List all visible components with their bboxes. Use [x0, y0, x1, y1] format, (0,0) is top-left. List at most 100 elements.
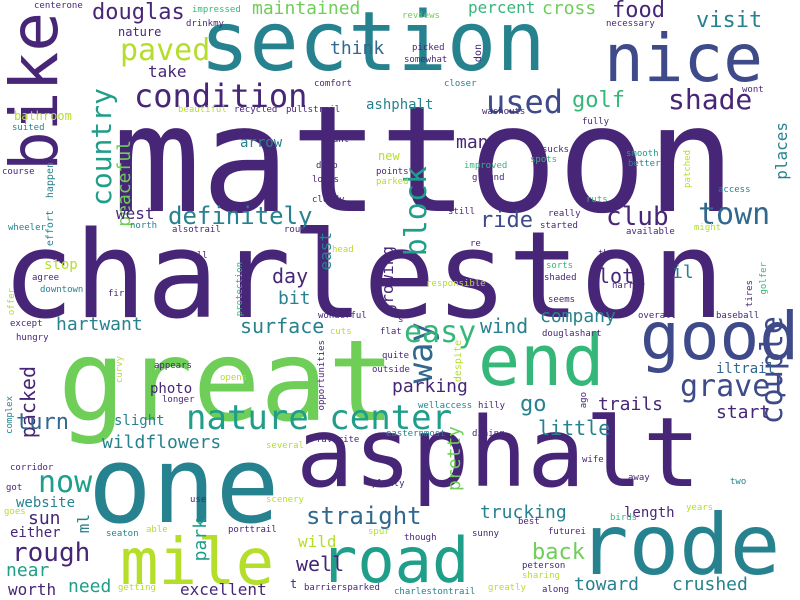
word: beautiful	[178, 105, 227, 115]
word: away	[628, 473, 650, 483]
word: ago	[579, 392, 589, 409]
word: stop	[44, 257, 78, 273]
word: along	[542, 585, 570, 595]
word: town	[698, 197, 771, 232]
word: company	[540, 306, 616, 327]
word: condition	[134, 77, 308, 115]
word: ruts	[586, 195, 608, 205]
word: deep	[316, 161, 338, 171]
word: happen	[45, 162, 56, 199]
word: picked	[412, 43, 445, 53]
word: suited	[12, 123, 45, 133]
word: re	[470, 239, 481, 249]
word: head	[332, 245, 354, 255]
word: take	[148, 62, 187, 81]
word: seems	[548, 295, 576, 305]
word: necessary	[606, 19, 655, 29]
word: crushed	[672, 574, 748, 595]
word: alsotrail	[172, 225, 221, 235]
word: seaton	[106, 529, 139, 539]
word: little	[538, 416, 611, 440]
word: dining	[472, 429, 505, 439]
word: though	[404, 533, 437, 543]
word: complex	[5, 396, 15, 434]
word: website	[16, 495, 76, 511]
word: protection	[235, 262, 245, 317]
word: easy	[404, 315, 477, 350]
word: arrow	[240, 135, 283, 151]
word: il	[672, 262, 694, 283]
word: scenery	[266, 495, 304, 505]
word: downtown	[40, 285, 84, 295]
word: asphalt	[296, 397, 701, 509]
word: except	[10, 319, 43, 329]
word: improved	[464, 161, 508, 171]
word: plenty	[372, 479, 405, 489]
word: photo	[150, 381, 193, 397]
word: patched	[683, 150, 693, 188]
word: several	[266, 441, 304, 451]
word: smooth	[626, 149, 659, 159]
word: hartwant	[56, 314, 143, 335]
word: best	[518, 517, 540, 527]
word: surface	[240, 314, 325, 338]
word: might	[694, 223, 722, 233]
word: reviews	[402, 11, 440, 21]
word: charlestontrail	[394, 587, 476, 597]
word: gravel	[680, 369, 789, 404]
word: tires	[745, 280, 755, 308]
word: sucks	[542, 145, 570, 155]
word: responsible	[426, 279, 486, 289]
word: visit	[696, 8, 763, 33]
word: percent	[468, 0, 536, 17]
word: pullstrail	[286, 105, 341, 115]
word: flat	[380, 327, 402, 337]
word: definitely	[168, 202, 313, 230]
word: able	[146, 525, 168, 535]
word: s	[398, 315, 404, 325]
word: back	[532, 540, 585, 565]
word: west	[116, 204, 155, 223]
word: agree	[32, 273, 60, 283]
word: golfer	[759, 262, 769, 295]
word: places	[772, 122, 791, 180]
word: favorite	[316, 435, 360, 445]
word: longer	[162, 395, 195, 405]
word: ground	[472, 173, 505, 183]
word: course	[2, 167, 35, 177]
word: curvy	[115, 356, 125, 384]
word: toward	[574, 574, 640, 595]
word: douglas	[92, 0, 185, 25]
word: years	[686, 503, 714, 513]
word: section	[200, 0, 546, 90]
word: straight	[306, 502, 422, 530]
word: opportunities	[317, 340, 327, 411]
word: length	[624, 505, 675, 521]
word: quite	[382, 351, 410, 361]
word: still	[448, 207, 476, 217]
word: access	[718, 185, 751, 195]
word: recycled	[234, 105, 278, 115]
word: day	[272, 264, 309, 288]
word: slight	[114, 413, 165, 429]
word: wild	[298, 532, 337, 551]
word: t	[290, 577, 298, 591]
word: spur	[368, 527, 390, 537]
word: think	[330, 38, 385, 59]
word: ride	[480, 208, 533, 233]
word: birds	[610, 513, 638, 523]
word: bike	[0, 12, 73, 171]
word: good	[640, 298, 799, 375]
word: mile	[120, 526, 275, 600]
word: closer	[444, 79, 477, 89]
word: started	[540, 221, 578, 231]
word: cross	[542, 0, 597, 19]
word: available	[626, 227, 675, 237]
word: easternmost	[386, 429, 446, 439]
word: jaunt	[322, 135, 350, 145]
word: rode	[578, 496, 781, 594]
word: mattoon	[112, 74, 736, 246]
word: sharing	[522, 571, 560, 581]
word: excellent	[180, 580, 267, 599]
word: douglashart	[542, 329, 602, 339]
